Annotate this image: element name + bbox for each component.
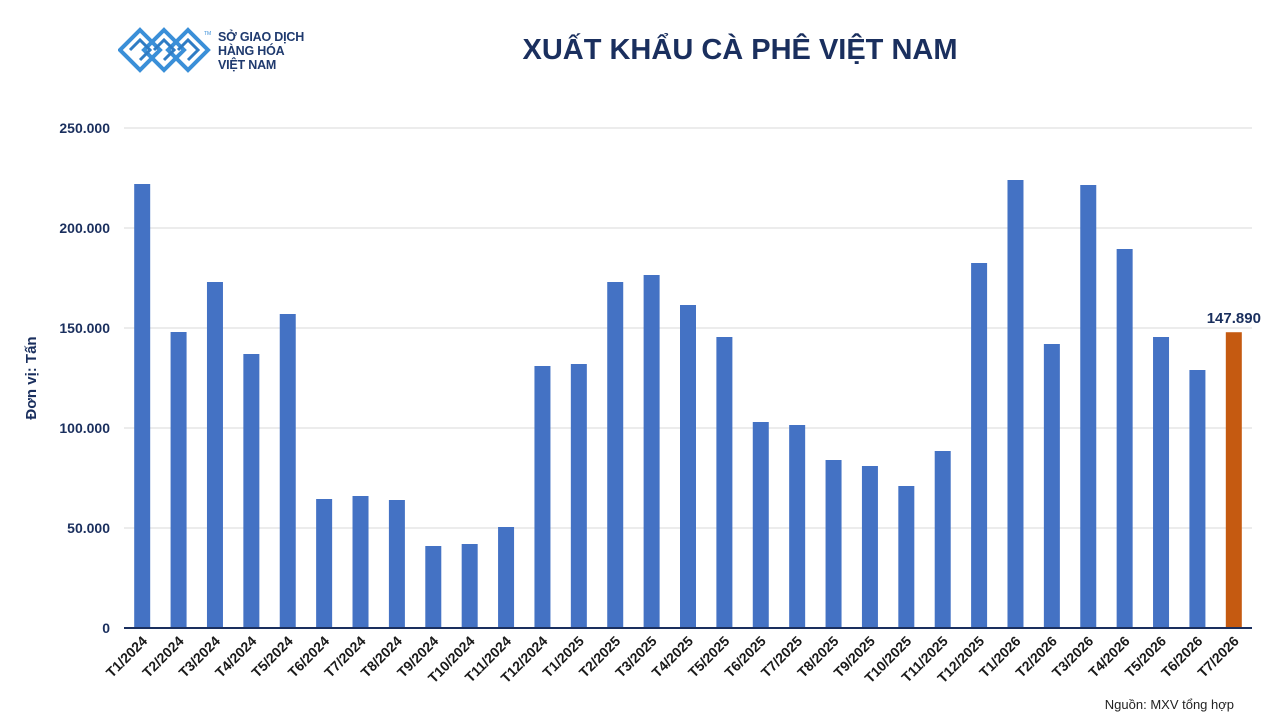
bar	[1116, 249, 1133, 628]
bar	[425, 546, 442, 628]
bar	[752, 422, 769, 628]
y-tick-label: 250.000	[59, 120, 110, 136]
bar	[971, 263, 988, 628]
data-label: 147.890	[1207, 310, 1261, 327]
bar	[1007, 180, 1024, 628]
bar	[498, 527, 515, 628]
x-tick-label: T7/2026	[1194, 633, 1242, 681]
y-tick-label: 150.000	[59, 320, 110, 336]
bar	[898, 486, 915, 628]
chart-title: XUẤT KHẨU CÀ PHÊ VIỆT NAM	[522, 34, 958, 66]
bar	[570, 364, 587, 628]
bar	[279, 314, 296, 628]
bar	[170, 332, 187, 628]
bars	[134, 180, 1242, 628]
bar	[243, 354, 260, 628]
bar-highlight	[1225, 332, 1242, 628]
y-axis-label: Đơn vị: Tấn	[23, 336, 40, 419]
bar	[643, 275, 660, 628]
bar	[716, 337, 733, 628]
logo-line-1: SỞ GIAO DỊCH	[218, 30, 305, 44]
bar	[1043, 344, 1060, 628]
bar	[789, 425, 806, 628]
bar	[352, 496, 369, 628]
y-tick-label: 50.000	[67, 520, 110, 536]
bar	[607, 282, 624, 628]
bar	[680, 305, 696, 628]
bar	[134, 184, 151, 628]
bar	[934, 451, 951, 628]
y-tick-label: 200.000	[59, 220, 110, 236]
logo-tm: TM	[204, 31, 211, 37]
bar	[388, 500, 405, 628]
bar	[1080, 185, 1097, 628]
bar	[461, 544, 478, 628]
bar	[206, 282, 223, 628]
bar	[1189, 370, 1206, 628]
logo-text: SỞ GIAO DỊCH HÀNG HÓA VIỆT NAM	[218, 30, 304, 72]
bar	[861, 466, 878, 628]
y-tick-label: 100.000	[59, 420, 110, 436]
source-note: Nguồn: MXV tổng hợp	[1104, 697, 1234, 712]
logo-line-2: HÀNG HÓA	[218, 44, 285, 58]
bar	[1153, 337, 1170, 628]
mxv-logo-icon: TM	[118, 27, 211, 73]
logo-line-3: VIỆT NAM	[218, 58, 277, 72]
bar	[534, 366, 551, 628]
y-tick-label: 0	[102, 620, 110, 636]
bar	[316, 499, 333, 628]
bar	[825, 460, 842, 628]
